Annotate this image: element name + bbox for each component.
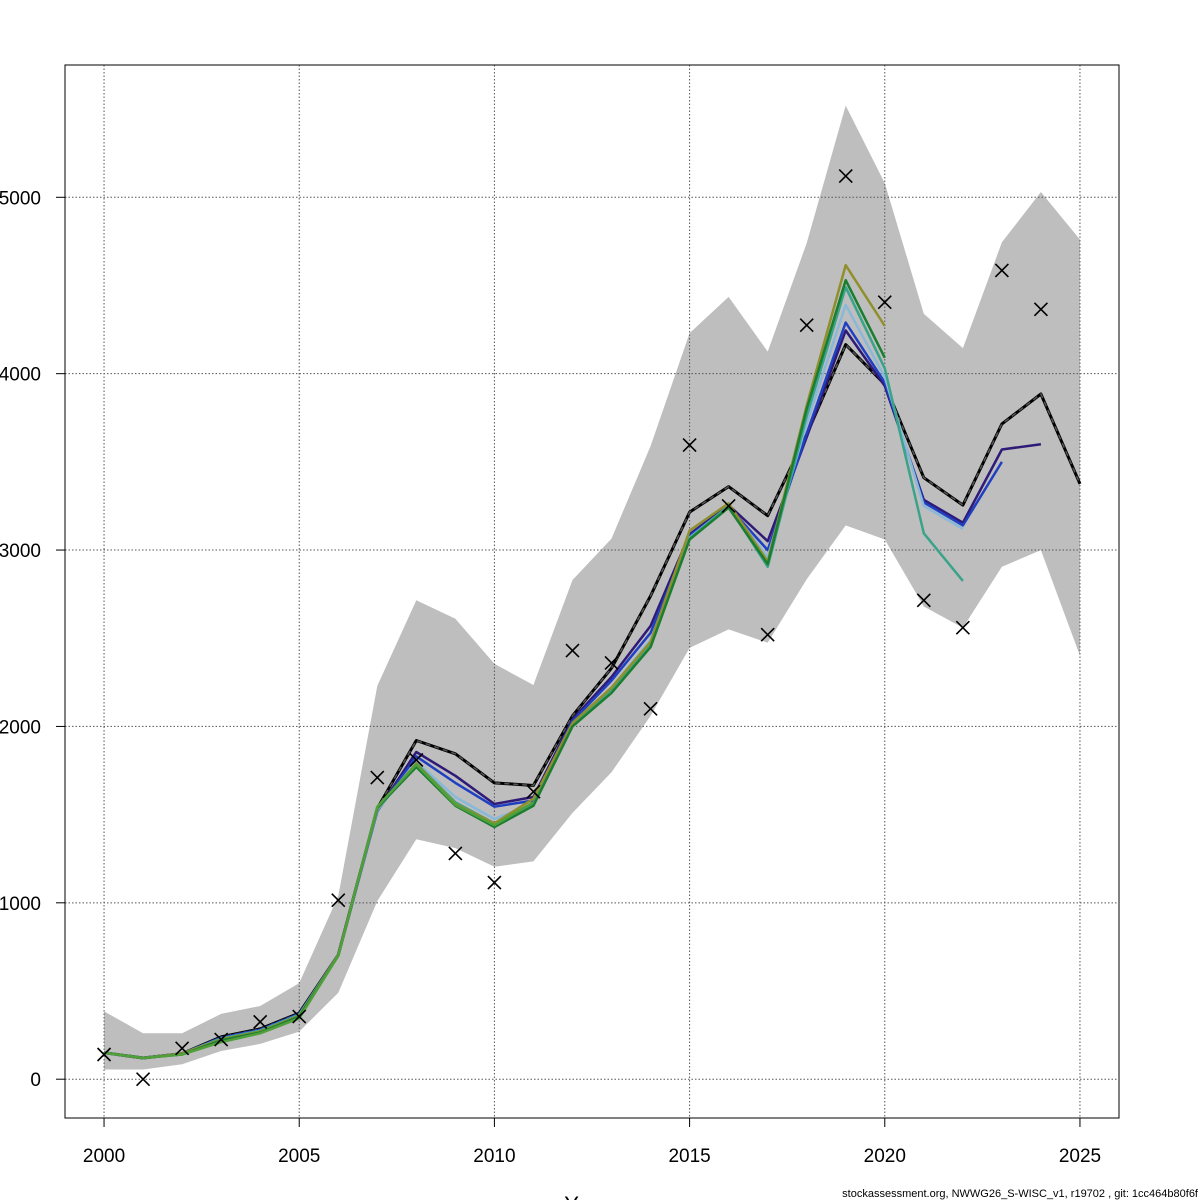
y-tick-label-3000: 3000 xyxy=(0,541,41,562)
reference-line-dashed xyxy=(103,343,1081,1059)
footer-credit: stockassessment.org, NWWG26_S-WISC_v1, r… xyxy=(842,1188,1199,1200)
observed-point-2018 xyxy=(799,318,814,333)
observed-points-layer xyxy=(96,169,1048,1087)
observed-point-2007 xyxy=(370,770,385,785)
y-tick-label-2000: 2000 xyxy=(0,717,41,738)
grid-layer xyxy=(65,65,1119,1118)
confidence-band-layer xyxy=(104,105,1080,1070)
confidence-band xyxy=(104,105,1080,1070)
series-line-6 xyxy=(103,278,886,1060)
y-tick-label-1000: 1000 xyxy=(0,894,41,915)
observed-point-2011 xyxy=(526,784,541,799)
observed-point-2009 xyxy=(448,846,463,861)
x-tick-label-2015: 2015 xyxy=(668,1146,710,1167)
observed-point-2020 xyxy=(877,295,892,310)
observed-point-2000 xyxy=(96,1047,112,1062)
x-tick-label-2010: 2010 xyxy=(473,1146,515,1167)
x-tick-label-2000: 2000 xyxy=(83,1146,125,1167)
observed-point-2016 xyxy=(721,498,736,514)
y-tick-label-5000: 5000 xyxy=(0,188,41,209)
plot-frame xyxy=(64,64,1120,1119)
observed-point-2001 xyxy=(136,1072,151,1087)
observed-point-2005 xyxy=(292,1009,307,1024)
x-tick-label-2020: 2020 xyxy=(864,1146,906,1167)
observed-point-2013 xyxy=(604,655,619,671)
x-tick-label-2005: 2005 xyxy=(278,1146,320,1167)
observed-point-2015 xyxy=(682,438,697,453)
observed-point-2023 xyxy=(994,263,1009,278)
observed-point-2004 xyxy=(253,1014,268,1029)
x-axis-title: Years xyxy=(564,1192,619,1200)
observed-point-2003 xyxy=(214,1032,229,1047)
observed-point-2017 xyxy=(760,627,775,642)
observed-point-2012 xyxy=(565,643,580,658)
observed-point-2021 xyxy=(916,593,931,608)
observed-point-2024 xyxy=(1033,302,1048,317)
observed-point-2014 xyxy=(643,701,658,716)
observed-point-2019 xyxy=(838,169,853,184)
y-tick-label-4000: 4000 xyxy=(0,365,41,386)
observed-point-2022 xyxy=(955,620,970,635)
observed-point-2006 xyxy=(331,893,346,908)
observed-point-2002 xyxy=(175,1041,190,1056)
retro-series-layer xyxy=(103,263,1042,1060)
observed-point-2010 xyxy=(487,875,502,890)
axes-layer: 2000 2005 2010 2015 2020 2025 0 1000 2000 3000 400… xyxy=(0,188,1101,1167)
x-tick-label-2025: 2025 xyxy=(1059,1146,1101,1167)
observed-point-2008 xyxy=(409,752,424,768)
series-line-7 xyxy=(103,763,535,1060)
y-tick-label-0: 0 xyxy=(30,1070,41,1091)
